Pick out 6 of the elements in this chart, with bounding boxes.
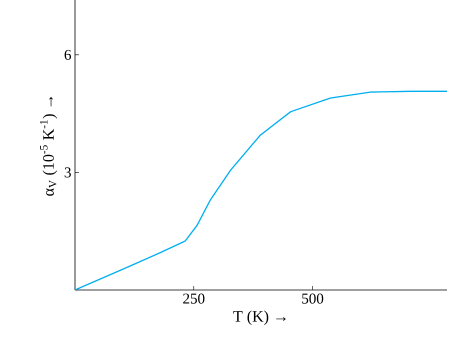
y-axis-title: α$_{V}$ (10$^{-5}$ K$^{-1}$) → <box>40 96 58 196</box>
x-tick-label: 500 <box>302 294 324 304</box>
y-tick-label: 3 <box>64 167 71 178</box>
x-axis-title: T (K) → <box>233 310 286 326</box>
x-tick-label: 250 <box>183 294 204 304</box>
y-tick-label: 6 <box>64 50 72 60</box>
